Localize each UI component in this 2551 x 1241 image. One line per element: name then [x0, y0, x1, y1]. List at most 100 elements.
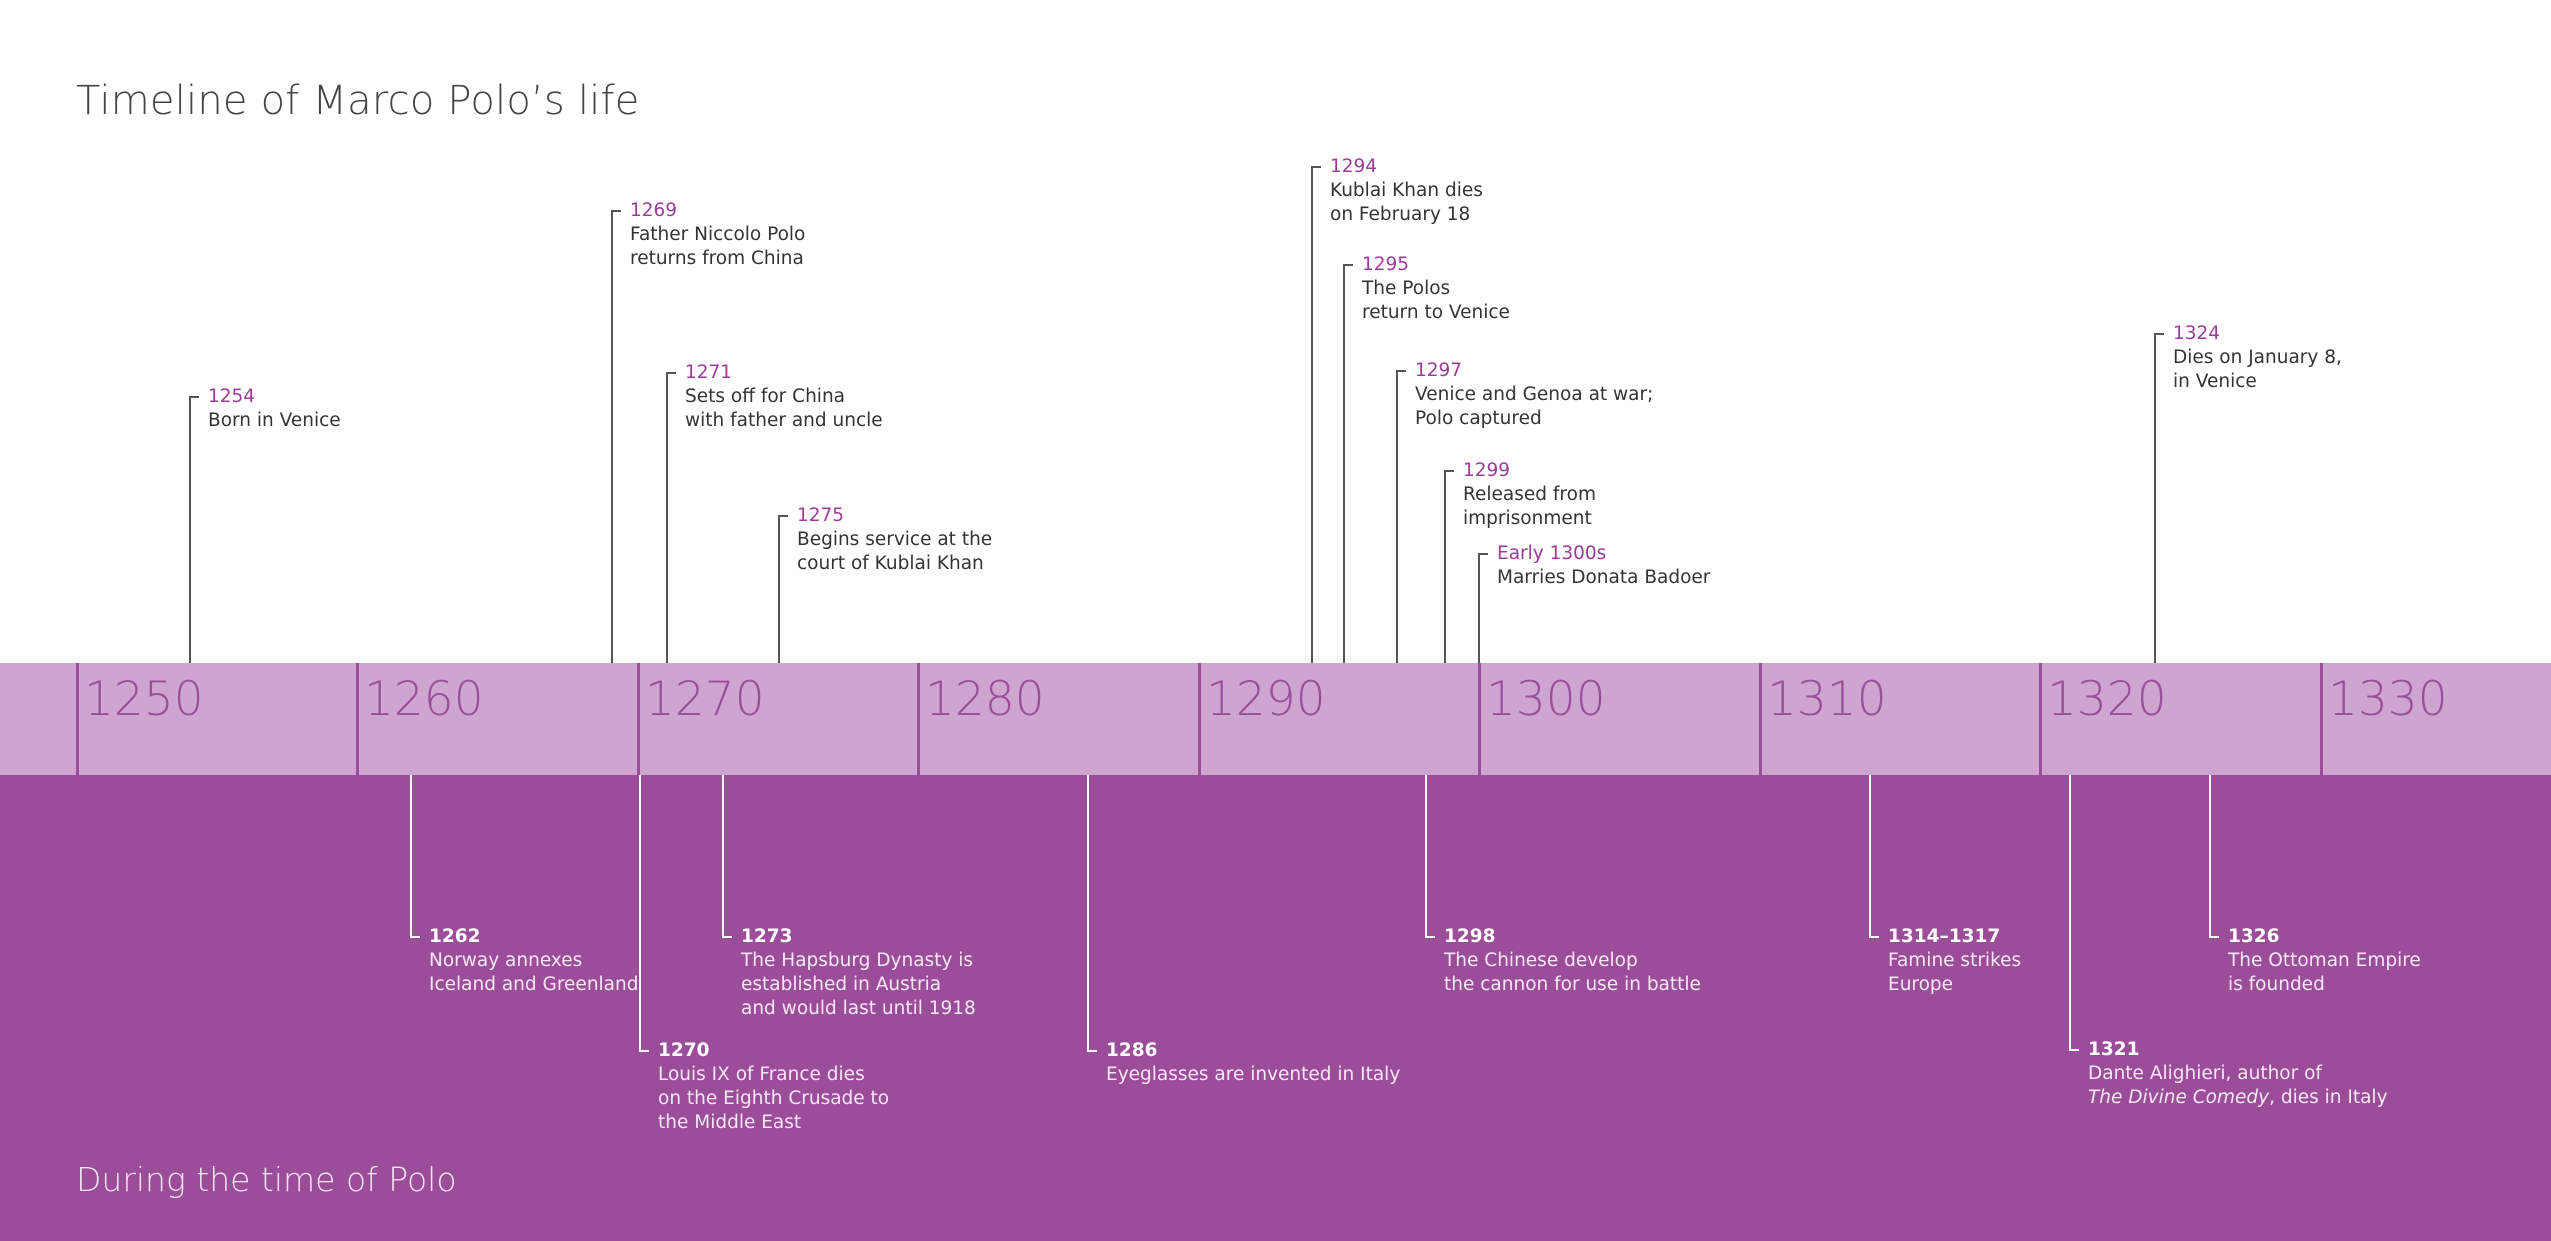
- event-tick: [2154, 333, 2164, 335]
- event-stem: [1311, 166, 1313, 663]
- event-year: 1273: [741, 926, 793, 947]
- event-text: with father and uncle: [685, 410, 883, 431]
- decade-label: 1290: [1206, 672, 1326, 727]
- event-text: Dante Alighieri, author of: [2088, 1063, 2322, 1084]
- event-text: Europe: [1888, 974, 1954, 995]
- event-text: Released from: [1463, 484, 1596, 505]
- life-event: 1299 Released from imprisonment: [1463, 459, 1596, 531]
- event-text: The Hapsburg Dynasty is: [741, 950, 974, 971]
- event-text: Louis IX of France dies: [658, 1064, 865, 1085]
- event-text: Born in Venice: [208, 410, 341, 431]
- event-stem: [1425, 775, 1427, 936]
- event-text: Dies on January 8,: [2173, 347, 2342, 368]
- event-tick: [611, 210, 621, 212]
- event-stem: [410, 775, 412, 936]
- event-stem: [666, 372, 668, 663]
- event-stem: [2069, 775, 2071, 1049]
- event-text: in Venice: [2173, 371, 2257, 392]
- event-tick: [666, 372, 676, 374]
- event-text: Norway annexes: [429, 950, 583, 971]
- decade-label: 1310: [1767, 672, 1887, 727]
- event-year: 1286: [1106, 1040, 1158, 1061]
- event-text: Sets off for China: [685, 386, 846, 407]
- event-tick: [639, 1050, 649, 1052]
- world-event: 1273 The Hapsburg Dynasty is established i…: [741, 925, 976, 1021]
- event-text: and would last until 1918: [741, 998, 976, 1019]
- event-text: court of Kublai Khan: [797, 553, 984, 574]
- event-text: returns from China: [630, 248, 804, 269]
- event-stem: [639, 775, 641, 1050]
- event-stem: [1343, 264, 1345, 663]
- decade-tick: [2039, 663, 2042, 775]
- event-text: Marries Donata Badoer: [1497, 567, 1711, 588]
- decade-tick: [637, 663, 640, 775]
- event-stem: [778, 515, 780, 663]
- world-event: 1314–1317 Famine strikes Europe: [1888, 925, 2021, 997]
- life-event: 1269 Father Niccolo Polo returns from Chin…: [630, 199, 805, 271]
- decade-tick: [356, 663, 359, 775]
- event-tick: [2069, 1049, 2079, 1051]
- event-text: Venice and Genoa at war;: [1415, 384, 1654, 405]
- event-stem: [1087, 775, 1089, 1050]
- decade-label: 1320: [2047, 672, 2167, 727]
- decade-label: 1300: [1486, 672, 1606, 727]
- event-text: The Ottoman Empire: [2228, 950, 2421, 971]
- event-stem: [1396, 370, 1398, 663]
- decade-label: 1250: [84, 672, 204, 727]
- event-text: on February 18: [1330, 204, 1471, 225]
- life-event: 1324 Dies on January 8, in Venice: [2173, 322, 2342, 394]
- event-year: 1294: [1330, 156, 1378, 177]
- event-tick: [1087, 1050, 1097, 1052]
- world-event: 1286 Eyeglasses are invented in Italy: [1106, 1039, 1400, 1087]
- event-year: 1270: [658, 1040, 710, 1061]
- decade-tick: [2320, 663, 2323, 775]
- event-year: 1271: [685, 362, 733, 383]
- event-text: The Divine Comedy, dies in Italy: [2088, 1087, 2388, 1108]
- event-text: the Middle East: [658, 1112, 802, 1133]
- life-event: 1254 Born in Venice: [208, 385, 341, 433]
- event-stem: [2209, 775, 2211, 936]
- event-stem: [2154, 333, 2156, 663]
- event-text: is founded: [2228, 974, 2325, 995]
- world-events-panel: [0, 775, 2551, 1241]
- event-tick: [1343, 264, 1353, 266]
- event-text: Polo captured: [1415, 408, 1542, 429]
- event-text: The Chinese develop: [1444, 950, 1638, 971]
- event-text: Father Niccolo Polo: [630, 224, 806, 245]
- life-event: 1295 The Polos return to Venice: [1362, 253, 1510, 325]
- page-title: Timeline of Marco Polo’s life: [76, 78, 640, 124]
- event-tick: [722, 936, 732, 938]
- event-tick: [1311, 166, 1321, 168]
- event-year: 1275: [797, 505, 845, 526]
- decade-tick: [1478, 663, 1481, 775]
- event-year: 1324: [2173, 323, 2221, 344]
- event-year: Early 1300s: [1497, 543, 1607, 564]
- event-year: 1299: [1463, 460, 1511, 481]
- event-text: the cannon for use in battle: [1444, 974, 1701, 995]
- event-stem: [189, 396, 191, 663]
- world-event: 1298 The Chinese develop the cannon for us…: [1444, 925, 1701, 997]
- decade-label: 1280: [925, 672, 1045, 727]
- event-year: 1298: [1444, 926, 1496, 947]
- world-event: 1270 Louis IX of France dies on the Eighth…: [658, 1039, 889, 1135]
- event-text: established in Austria: [741, 974, 942, 995]
- event-text: Eyeglasses are invented in Italy: [1106, 1064, 1401, 1085]
- decade-label: 1260: [364, 672, 484, 727]
- world-event: 1321 Dante Alighieri, author of The Divine…: [2088, 1038, 2388, 1110]
- event-text: Kublai Khan dies: [1330, 180, 1483, 201]
- life-event: 1275 Begins service at the court of Kublai…: [797, 504, 992, 576]
- life-event: Early 1300s Marries Donata Badoer: [1497, 542, 1710, 590]
- life-event: 1271 Sets off for China with father and un…: [685, 361, 883, 433]
- event-year: 1321: [2088, 1039, 2140, 1060]
- event-year: 1262: [429, 926, 481, 947]
- event-tick: [1425, 936, 1435, 938]
- event-text: Begins service at the: [797, 529, 993, 550]
- event-tick: [1478, 553, 1488, 555]
- event-year: 1297: [1415, 360, 1463, 381]
- decade-tick: [1759, 663, 1762, 775]
- world-event: 1326 The Ottoman Empire is founded: [2228, 925, 2421, 997]
- event-stem: [1869, 775, 1871, 936]
- event-text: on the Eighth Crusade to: [658, 1088, 890, 1109]
- world-events-title: During the time of Polo: [76, 1160, 457, 1199]
- event-stem: [1444, 470, 1446, 663]
